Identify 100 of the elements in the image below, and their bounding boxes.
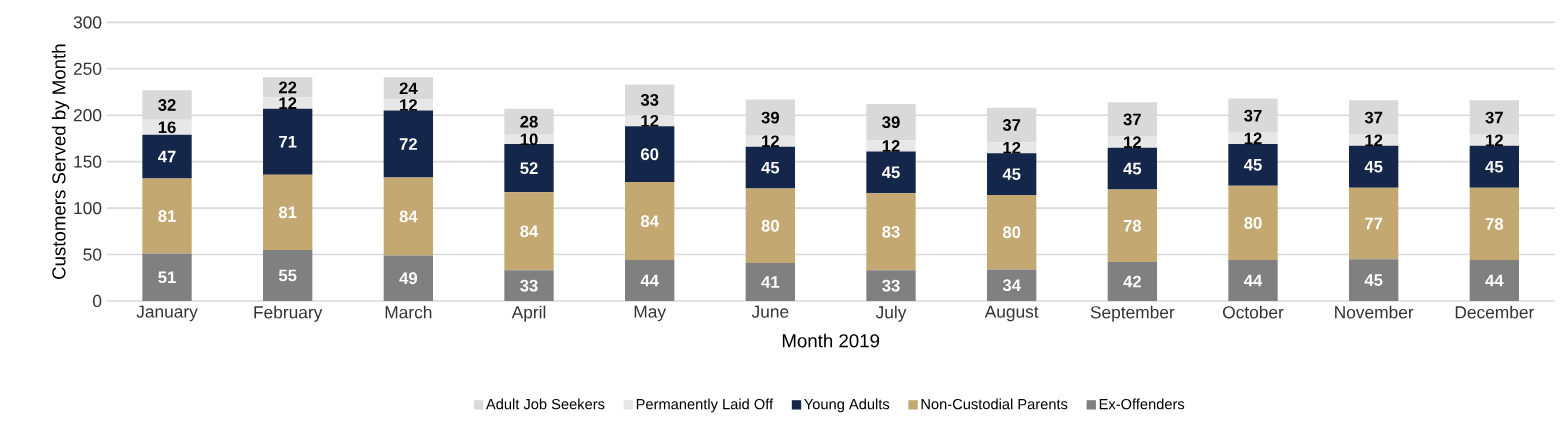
data-label: 84: [520, 225, 539, 238]
bar: [987, 153, 1037, 196]
data-label: 78: [1123, 219, 1142, 232]
data-label: 49: [399, 272, 418, 285]
bar: [1349, 100, 1399, 135]
bar: [263, 174, 313, 250]
data-label: 37: [1364, 111, 1383, 124]
bar: [625, 84, 675, 116]
y-tick-label: 300: [73, 16, 102, 29]
data-label: 45: [1364, 160, 1383, 173]
legend-label: Adult Job Seekers: [485, 398, 605, 410]
bar: [1228, 260, 1278, 301]
data-label: 41: [761, 276, 780, 288]
data-label: 33: [640, 93, 659, 106]
y-tick-label: 50: [83, 248, 102, 261]
data-label: 84: [399, 210, 418, 223]
bar: [1469, 100, 1519, 135]
bar: [1469, 145, 1519, 188]
bar: [142, 178, 192, 254]
bar: [1349, 145, 1399, 188]
data-label: 81: [278, 206, 297, 219]
bar: [263, 77, 313, 98]
data-label: 16: [158, 121, 176, 134]
x-tick-label: June: [751, 305, 789, 318]
x-tick-label: January: [136, 305, 198, 322]
data-label: 12: [1244, 132, 1262, 145]
data-label: 33: [882, 279, 900, 292]
bar: [383, 110, 434, 178]
bar: [1228, 185, 1278, 261]
bar: [866, 151, 916, 194]
x-tick-label: February: [254, 305, 323, 322]
data-label: 80: [761, 219, 779, 232]
bar: [866, 270, 916, 301]
bar: [504, 192, 554, 271]
data-label: 39: [761, 111, 779, 124]
x-tick-label: August: [984, 305, 1039, 322]
data-label: 12: [400, 99, 417, 111]
bar: [745, 146, 796, 189]
bar: [987, 107, 1037, 143]
data-label: 45: [1243, 159, 1262, 171]
data-label: 78: [1485, 218, 1504, 230]
y-tick-label: 200: [73, 109, 102, 122]
bar: [142, 90, 192, 120]
x-tick-label: October: [1222, 305, 1284, 319]
bar: [1349, 187, 1399, 260]
data-label: 22: [279, 81, 297, 94]
x-axis-title: Month 2019: [782, 333, 880, 348]
bar: [1469, 187, 1519, 261]
bar: [625, 260, 675, 301]
bar: [1349, 259, 1399, 301]
data-label: 37: [1002, 119, 1021, 131]
data-label: 51: [158, 271, 176, 284]
bar: [625, 182, 675, 261]
x-tick-label: March: [385, 305, 432, 319]
legend-label: Young Adults: [804, 398, 890, 413]
bar: [1107, 147, 1157, 190]
data-label: 45: [1364, 274, 1383, 286]
data-label: 44: [640, 274, 659, 287]
data-label: 44: [1485, 274, 1504, 287]
data-label: 45: [1485, 160, 1504, 173]
legend-label: Non-Custodial Parents: [921, 398, 1068, 410]
data-label: 77: [1365, 217, 1383, 230]
data-label: 28: [520, 115, 538, 128]
bar: [987, 195, 1037, 270]
bar: [745, 99, 796, 136]
data-label: 84: [640, 215, 659, 228]
x-tick-label: September: [1090, 305, 1175, 322]
x-tick-label: December: [1455, 305, 1534, 319]
data-label: 37: [1123, 113, 1141, 126]
y-tick-label: 150: [74, 155, 102, 168]
bar: [263, 108, 313, 175]
bar: [1228, 98, 1278, 133]
data-label: 55: [278, 269, 297, 282]
data-label: 47: [158, 150, 176, 163]
bar: [504, 144, 554, 193]
x-tick-label: July: [875, 305, 907, 322]
bar: [866, 193, 916, 271]
x-tick-label: May: [634, 305, 667, 322]
bar: [745, 188, 796, 263]
data-label: 72: [399, 138, 417, 150]
data-label: 83: [882, 225, 900, 238]
bar: [142, 134, 192, 179]
bar: [1107, 102, 1157, 137]
data-label: 34: [1002, 279, 1021, 292]
data-label: 33: [520, 279, 538, 292]
bar: [1107, 189, 1157, 262]
data-label: 52: [520, 162, 538, 175]
data-label: 60: [641, 148, 659, 161]
bar: [383, 177, 434, 256]
data-label: 24: [399, 82, 418, 95]
data-label: 81: [158, 210, 176, 222]
bar: [866, 104, 916, 141]
x-tick-label: April: [511, 305, 546, 322]
y-axis-title: Customers Served by Month: [51, 44, 70, 279]
y-tick-label: 250: [73, 62, 102, 75]
data-label: 45: [1123, 162, 1142, 175]
data-label: 39: [882, 116, 900, 129]
data-label: 45: [1002, 168, 1021, 181]
bar: [625, 126, 675, 183]
data-label: 44: [1243, 274, 1263, 287]
